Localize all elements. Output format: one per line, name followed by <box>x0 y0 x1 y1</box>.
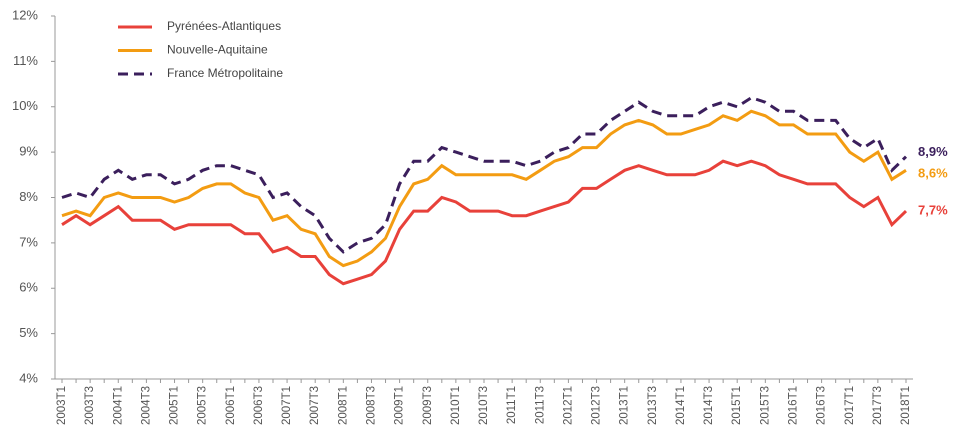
x-tick-label: 2007T1 <box>281 386 293 425</box>
x-tick-label: 2012T1 <box>562 386 574 425</box>
series-line <box>61 96 908 254</box>
x-tick-label: 2015T1 <box>731 386 743 425</box>
x-tick-label: 2012T3 <box>591 386 603 425</box>
x-tick-label: 2006T1 <box>225 386 237 425</box>
x-tick-label: 2009T3 <box>422 386 434 425</box>
x-tick-label: 2014T3 <box>703 386 715 425</box>
x-tick-label: 2010T3 <box>478 386 490 425</box>
x-tick-label: 2016T1 <box>787 386 799 425</box>
x-tick-label: 2008T1 <box>337 386 349 425</box>
x-tick-label: 2006T3 <box>253 386 265 425</box>
y-tick-label: 10% <box>12 98 38 113</box>
y-tick-label: 6% <box>19 280 38 295</box>
x-tick-label: 2011T3 <box>534 386 546 424</box>
y-tick-label: 11% <box>13 53 38 68</box>
x-tick-label: 2015T3 <box>759 386 771 425</box>
x-tick-label: 2014T1 <box>675 386 687 425</box>
y-tick-label: 9% <box>19 144 38 159</box>
end-label: 7,7% <box>918 203 948 218</box>
x-tick-label: 2008T3 <box>365 386 377 425</box>
end-label: 8,9% <box>918 144 948 159</box>
y-tick-label: 7% <box>19 234 38 249</box>
x-tick-label: 2013T1 <box>619 386 631 425</box>
y-tick-label: 8% <box>19 189 38 204</box>
legend-label: Pyrénées-Atlantiques <box>167 19 281 33</box>
x-tick-label: 2013T3 <box>647 386 659 425</box>
end-label: 8,6% <box>918 166 948 181</box>
x-tick-label: 2018T1 <box>900 386 912 425</box>
x-tick-label: 2009T1 <box>394 386 406 425</box>
legend-label: France Métropolitaine <box>167 66 283 80</box>
x-tick-label: 2007T3 <box>309 386 321 425</box>
y-tick-label: 5% <box>19 325 38 340</box>
x-tick-label: 2004T3 <box>140 386 152 425</box>
x-tick-label: 2003T1 <box>56 386 68 425</box>
x-tick-label: 2017T3 <box>872 386 884 425</box>
y-tick-label: 4% <box>19 370 38 385</box>
x-tick-label: 2005T1 <box>169 386 181 425</box>
y-tick-label: 12% <box>12 7 38 22</box>
x-tick-label: 2003T3 <box>84 386 96 425</box>
x-tick-label: 2004T1 <box>112 386 124 425</box>
series-line <box>61 159 908 286</box>
x-tick-label: 2016T3 <box>816 386 828 425</box>
legend-label: Nouvelle-Aquitaine <box>167 43 268 57</box>
x-tick-label: 2010T1 <box>450 386 462 425</box>
series-line <box>61 109 907 268</box>
x-tick-label: 2005T3 <box>197 386 209 425</box>
x-tick-label: 2017T1 <box>844 386 856 425</box>
x-tick-label: 2011T1 <box>506 386 518 424</box>
